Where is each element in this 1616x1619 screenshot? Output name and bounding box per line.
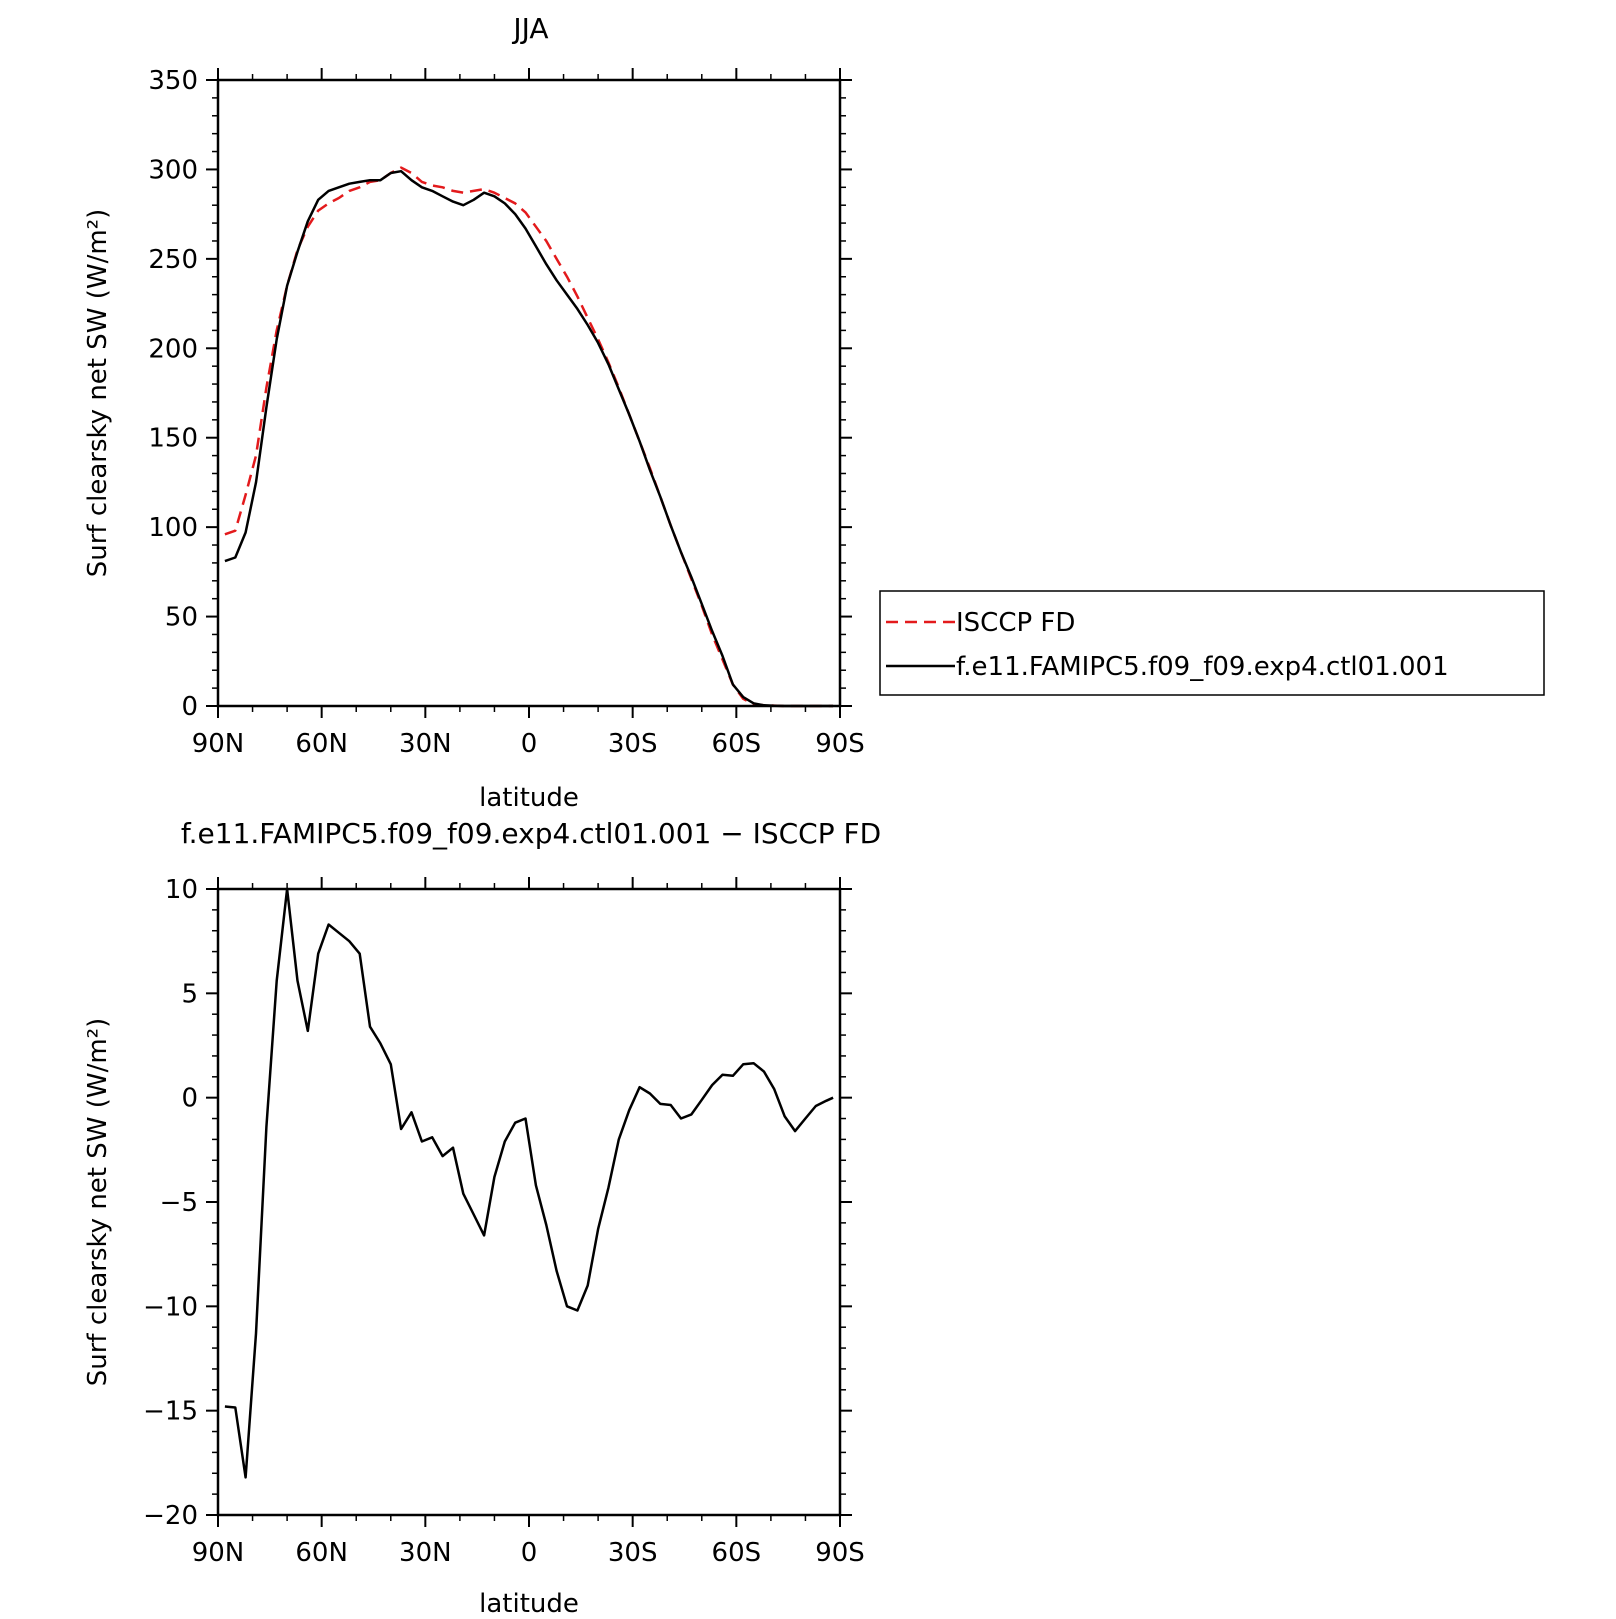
top-y-tick-label: 50 <box>165 603 198 633</box>
bottom-series-line-0 <box>224 887 834 1479</box>
top-x-tick-label: 30S <box>608 729 658 759</box>
top-series-line-1 <box>224 169 834 708</box>
top-x-tick-label: 0 <box>521 729 538 759</box>
legend: ISCCP FD f.e11.FAMIPC5.f09_f09.exp4.ctl0… <box>879 590 1545 696</box>
top-chart-title: JJA <box>511 12 548 45</box>
bottom-y-tick-label: 10 <box>165 875 198 905</box>
bottom-x-tick-label: 30S <box>608 1538 658 1568</box>
bottom-x-tick-label: 0 <box>521 1538 538 1568</box>
top-y-axis-label: Surf clearsky net SW (W/m²) <box>83 209 113 577</box>
top-y-tick-label: 100 <box>148 513 198 543</box>
bottom-y-tick-label: −20 <box>143 1501 198 1531</box>
top-y-tick-label: 200 <box>148 334 198 364</box>
bottom-x-tick-label: 90S <box>815 1538 865 1568</box>
bottom-y-tick-label: 5 <box>181 979 198 1009</box>
legend-label-model: f.e11.FAMIPC5.f09_f09.exp4.ctl01.001 <box>956 652 1449 682</box>
top-plot-frame <box>216 78 842 708</box>
top-x-tick-label: 60N <box>295 729 348 759</box>
bottom-x-tick-label: 90N <box>192 1538 245 1568</box>
top-y-tick-label: 350 <box>148 66 198 96</box>
bottom-y-tick-label: −5 <box>160 1188 198 1218</box>
top-y-tick-label: 250 <box>148 245 198 275</box>
top-y-tick-label: 300 <box>148 155 198 185</box>
top-series-line-0 <box>224 166 834 708</box>
top-x-axis-label: latitude <box>479 783 579 813</box>
bottom-x-tick-label: 60S <box>712 1538 762 1568</box>
top-x-tick-label: 30N <box>399 729 452 759</box>
top-y-tick-label: 150 <box>148 424 198 454</box>
bottom-x-tick-label: 60N <box>295 1538 348 1568</box>
bottom-y-tick-label: −10 <box>143 1292 198 1322</box>
bottom-y-axis-label: Surf clearsky net SW (W/m²) <box>83 1018 113 1386</box>
bottom-chart: f.e11.FAMIPC5.f09_f09.exp4.ctl01.001 − I… <box>83 817 881 1619</box>
bottom-chart-title: f.e11.FAMIPC5.f09_f09.exp4.ctl01.001 − I… <box>181 817 881 850</box>
top-x-tick-label: 90N <box>192 729 245 759</box>
bottom-plot-frame <box>216 887 842 1517</box>
legend-box <box>879 590 1545 696</box>
bottom-y-tick-label: −15 <box>143 1397 198 1427</box>
top-y-tick-label: 0 <box>181 692 198 722</box>
bottom-x-tick-label: 30N <box>399 1538 452 1568</box>
top-x-tick-label: 60S <box>712 729 762 759</box>
bottom-x-axis-label: latitude <box>479 1589 579 1619</box>
bottom-y-tick-label: 0 <box>181 1084 198 1114</box>
top-x-tick-label: 90S <box>815 729 865 759</box>
legend-label-isccp: ISCCP FD <box>956 608 1075 638</box>
top-chart: JJA 0 50 100 150 200 250 300 350 90N 60N 30N 0 30S 60… <box>83 12 865 813</box>
